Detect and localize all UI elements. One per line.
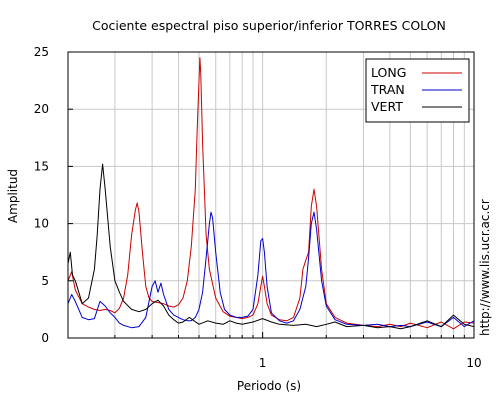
series-line-tran — [67, 211, 475, 329]
y-tick-label: 25 — [34, 45, 49, 59]
x-tick-label: 10 — [466, 356, 481, 370]
chart-title: Cociente espectral piso superior/inferio… — [92, 18, 446, 33]
series-line-vert — [67, 163, 475, 330]
y-tick-label: 10 — [34, 217, 49, 231]
legend-label-vert: VERT — [371, 99, 403, 114]
y-tick-label: 15 — [34, 159, 49, 173]
legend-label-tran: TRAN — [370, 82, 405, 97]
y-tick-label: 5 — [41, 274, 49, 288]
y-axis-label: Amplitud — [6, 169, 20, 223]
y-tick-label: 20 — [34, 102, 49, 116]
series-line-long — [67, 57, 475, 330]
legend: LONG TRAN VERT — [365, 58, 470, 123]
plot-frame — [67, 51, 475, 339]
x-axis-label: Periodo (s) — [237, 379, 301, 393]
axis-ticks: 0 5 10 15 20 25 1 10 — [34, 45, 482, 370]
x-tick-label: 1 — [259, 356, 267, 370]
watermark: http://www.lis.ucr.ac.cr — [478, 199, 492, 336]
y-tick-label: 0 — [41, 331, 49, 345]
legend-label-long: LONG — [371, 65, 406, 80]
series-lines — [67, 57, 475, 330]
